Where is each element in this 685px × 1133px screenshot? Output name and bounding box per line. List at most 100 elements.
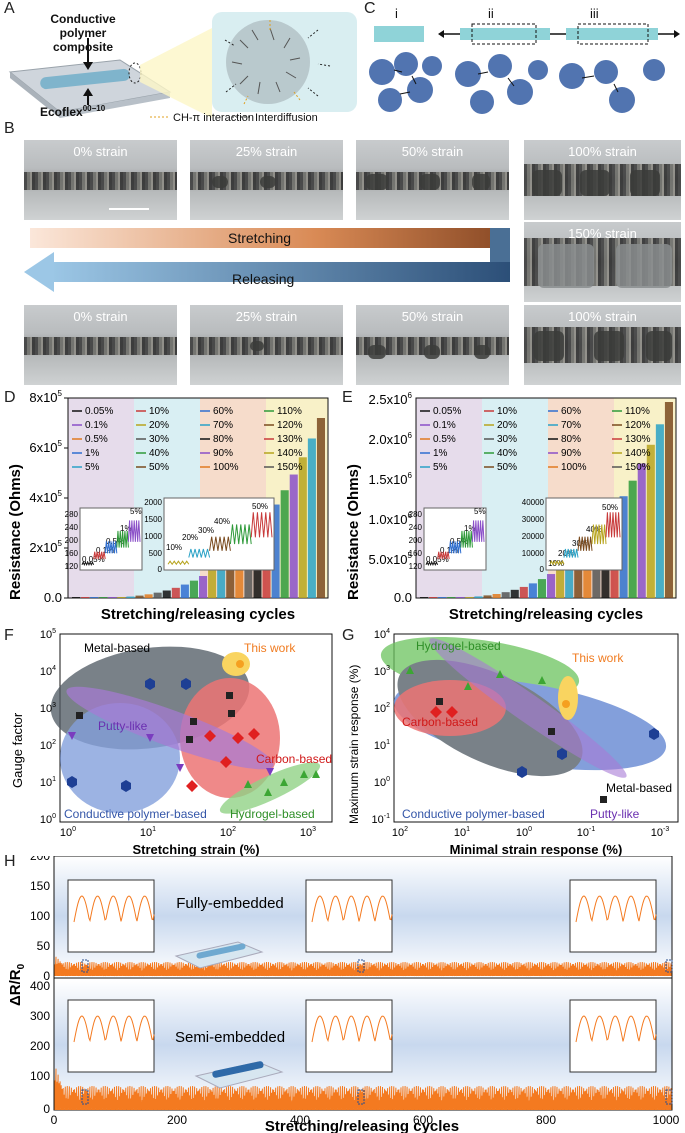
svg-text:5%: 5% [130,507,142,516]
cycle-bar [646,444,655,598]
legend-entry: 70% [561,420,581,431]
legend-entry: 110% [277,406,302,417]
inset-trace [591,524,607,545]
inset-trace [229,524,252,545]
svg-text:10000: 10000 [522,549,545,558]
e-ylabel: Resistance (Ohms) [345,464,362,600]
svg-text:102: 102 [392,826,408,839]
svg-text:1500: 1500 [144,515,162,524]
svg-text:50%: 50% [602,503,618,512]
h-label-fully: Fully-embedded [176,895,284,912]
f-label-hydrogel: Hydrogel-based [230,807,315,821]
svg-text:103: 103 [300,826,316,839]
photo-150-strain-right: 150% strain [524,222,681,302]
svg-text:200: 200 [65,536,79,545]
svg-text:104: 104 [40,665,56,678]
inset-trace [250,512,273,538]
svg-text:200: 200 [30,856,50,863]
f-ylabel: Gauge factor [10,712,25,788]
inset-trace [577,536,593,551]
photo-0-strain-top: 0% strain [24,140,177,220]
legend-entry: 50% [149,462,169,473]
legend-entry: 150% [277,462,303,473]
cycle-bar [153,592,162,598]
legend-entry: 100% [561,462,587,473]
svg-text:30000: 30000 [522,515,545,524]
region-putty [429,638,627,778]
h-trace [54,1068,672,1111]
photo-100-strain-right-release: 100% strain [524,305,681,385]
cycle-bar [429,597,438,598]
panel-c-illustration [369,23,680,114]
svg-text:0.5%: 0.5% [450,537,468,546]
legend-entry: 60% [561,406,581,417]
svg-text:100: 100 [30,909,50,923]
legend-entry: 80% [213,434,233,445]
svg-text:20000: 20000 [522,532,545,541]
cycle-bar [189,580,198,598]
sensor-semi-embedded [194,1061,284,1089]
cycle-bar [574,553,583,598]
svg-text:200: 200 [409,536,423,545]
cycle-bar [289,474,298,598]
stretching-label: Stretching [228,230,292,246]
substrate-name: Ecoflex [40,105,83,119]
cycle-bar [474,596,483,598]
e-ytick: 2.0x106 [369,431,413,447]
svg-text:280: 280 [65,510,79,519]
svg-text:280: 280 [409,510,423,519]
svg-text:10-3: 10-3 [651,826,670,839]
svg-text:105: 105 [40,628,56,641]
legend-entry: 0.05% [433,406,461,417]
svg-text:1000: 1000 [653,1113,680,1127]
svg-text:120: 120 [65,562,79,571]
cycle-bar [108,597,117,598]
cycle-bar [298,457,307,598]
svg-text:100: 100 [40,813,56,826]
svg-text:160: 160 [65,549,79,558]
legend-entry: 50% [497,462,517,473]
svg-text:100: 100 [60,826,76,839]
inset-trace [425,560,439,567]
panel-c-label-i: i [395,6,398,21]
inset-trace [549,559,565,566]
svg-text:150: 150 [30,879,50,893]
f-label-metal: Metal-based [84,641,150,655]
inset-trace [448,541,462,554]
svg-text:10-1: 10-1 [372,813,391,826]
panel-c-label-ii: ii [488,6,494,21]
panel-letter-f: F [4,627,14,644]
g-label-hydrogel: Hydrogel-based [416,639,501,653]
photo-25-strain-bottom: 25% strain [190,305,343,385]
e-ytick: 2.5x106 [369,391,413,407]
cycle-bar [144,594,153,598]
legend-entry: 0.5% [85,434,108,445]
f-label-carbon: Carbon-based [256,752,332,766]
cycle-bar [162,590,171,598]
cycle-bar [280,490,289,598]
photo-label: 0% strain [73,309,128,324]
substrate-sup: 00−10 [82,104,106,113]
region-hydrogel [219,762,321,814]
d-ytick: 4x105 [29,489,62,505]
e-ytick: 1.0x106 [369,511,413,527]
cycle-bar [171,587,180,598]
f-label-this: This work [244,641,296,655]
inset-trace [116,530,129,548]
svg-text:800: 800 [536,1113,556,1127]
inset-trace [104,541,118,554]
cycle-bar [537,579,546,598]
photo-label: 25% strain [235,309,298,324]
svg-text:30%: 30% [198,526,214,535]
f-label-putty: Putty-like [98,719,148,733]
h-trace [54,956,672,977]
label-substrate: Ecoflex00−10 [40,104,105,119]
f-label-conductive: Conductive polymer-based [64,807,207,821]
f-xlabel: Stretching strain (%) [132,842,259,857]
panel-c-label-iii: iii [590,6,599,21]
d-ytick: 0.0 [44,590,62,605]
svg-text:10%: 10% [166,543,182,552]
g-xlabel: Minimal strain response (%) [450,842,623,857]
svg-text:0: 0 [43,1102,50,1116]
photo-label: 50% strain [401,309,464,324]
